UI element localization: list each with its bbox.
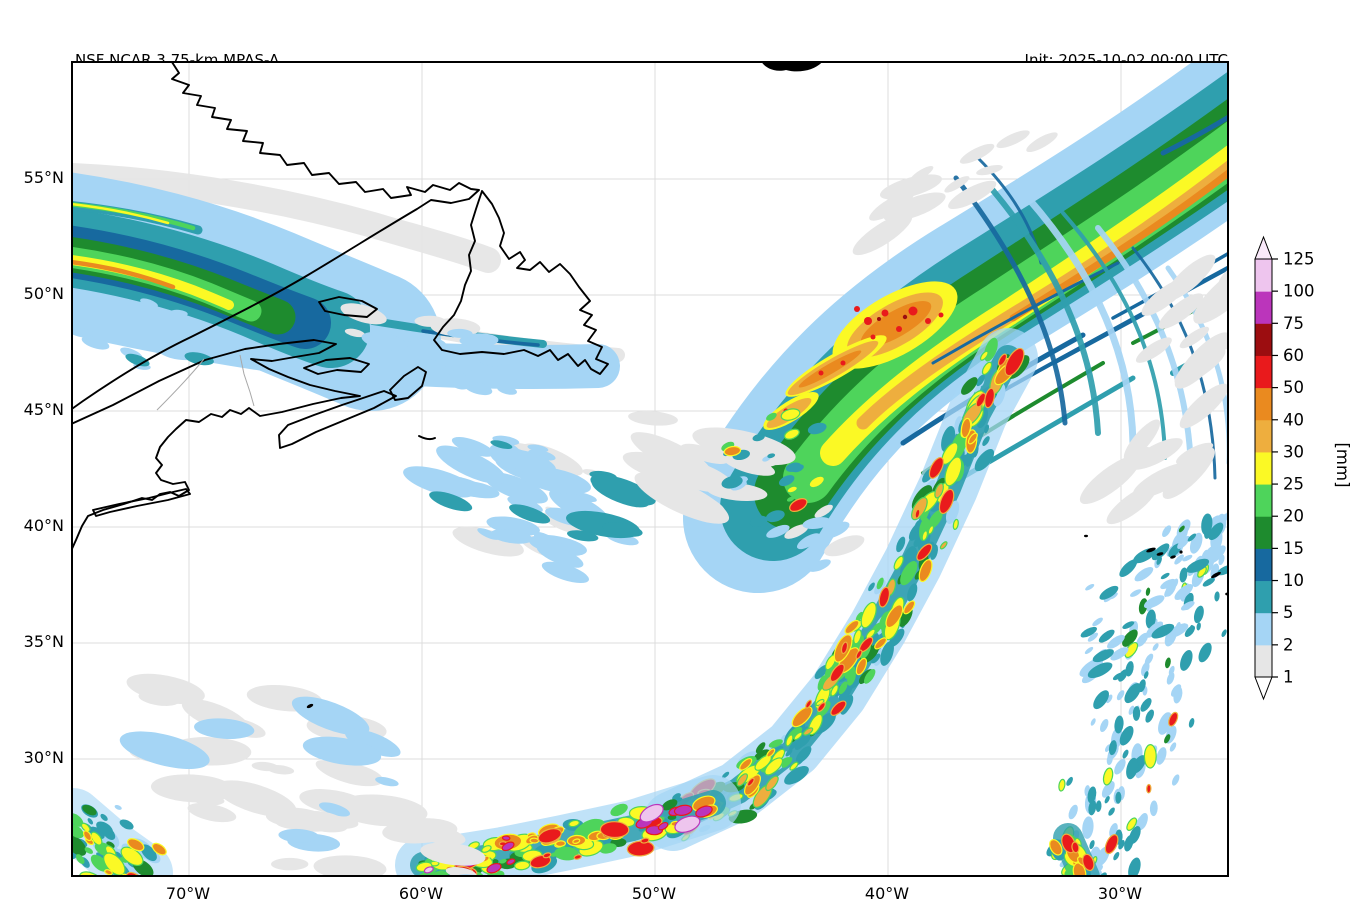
azores-island xyxy=(1225,592,1227,596)
colorbar-tick-label: 15 xyxy=(1283,539,1304,558)
x-tick-label: 40°W xyxy=(864,884,910,903)
azores-island xyxy=(1170,555,1176,559)
newfoundland-coast xyxy=(433,190,609,375)
colorbar-segment xyxy=(1255,291,1272,324)
precip-field-blobs xyxy=(1135,254,1227,389)
precip-field-blobs xyxy=(340,303,499,351)
heavy-rain-cells xyxy=(783,306,944,414)
x-tick-label: 30°W xyxy=(1097,884,1143,903)
azores-island xyxy=(1179,550,1183,554)
x-tick-label: 60°W xyxy=(398,884,444,903)
colorbar-segment xyxy=(1255,259,1272,292)
colorbar-segment xyxy=(1255,516,1272,549)
x-tick-label: 50°W xyxy=(631,884,677,903)
colorbar-segment xyxy=(1255,580,1272,614)
precip-field-blobs xyxy=(78,297,231,370)
precip-field-blobs xyxy=(766,504,865,572)
speckle-precip-fields xyxy=(73,130,1227,875)
colorbar-tick-label: 60 xyxy=(1283,346,1304,365)
colorbar-tick-label: 1 xyxy=(1283,668,1294,687)
y-tick-label: 30°N xyxy=(23,748,64,767)
colorbar-outline xyxy=(1254,258,1273,678)
colorbar-tick-label: 50 xyxy=(1283,378,1304,397)
nova-scotia xyxy=(278,390,397,449)
cape-breton-island xyxy=(389,366,427,401)
y-tick-label: 40°N xyxy=(23,516,64,535)
colorbar-under-arrow xyxy=(1254,676,1273,701)
colorbar-segment xyxy=(1255,644,1272,678)
greenland-tip xyxy=(762,63,822,72)
colorbar-tick-label: 10 xyxy=(1283,571,1304,590)
azores-island xyxy=(1211,571,1221,579)
coastlines xyxy=(73,63,609,549)
anticosti-island xyxy=(318,296,378,318)
colorbar-tick-label: 125 xyxy=(1283,250,1315,269)
colorbar-segment xyxy=(1255,419,1272,453)
colorbar-tick-label: 75 xyxy=(1283,314,1304,333)
colorbar-tick-label: 5 xyxy=(1283,603,1294,622)
colorbar-segment xyxy=(1255,323,1272,356)
y-tick-label: 45°N xyxy=(23,400,64,419)
bermuda-island xyxy=(306,703,314,709)
map-panel xyxy=(71,61,1229,877)
precip-field-band xyxy=(643,328,1038,851)
precip-field-blobs xyxy=(1079,533,1227,684)
precip-field-band xyxy=(1049,823,1100,875)
maine-border-west xyxy=(156,358,205,411)
x-tick-label: 70°W xyxy=(165,884,211,903)
colorbar-tick-label: 25 xyxy=(1283,475,1304,494)
colorbar-segment xyxy=(1255,548,1272,582)
azores-island xyxy=(1156,552,1164,556)
colorbar-tick-label: 2 xyxy=(1283,635,1294,654)
labrador-quebec-coast xyxy=(73,63,480,410)
colorbar-segment xyxy=(1255,484,1272,517)
precip-field-blobs xyxy=(265,807,501,875)
maine-border-east xyxy=(239,354,255,407)
colorbar-segment xyxy=(1255,451,1272,485)
precip-field-blobs xyxy=(426,354,535,396)
long-island xyxy=(92,488,191,517)
map-canvas xyxy=(73,63,1227,875)
precip-field-blobs xyxy=(721,408,827,527)
state-borders xyxy=(156,354,255,411)
gaspe-newbrunswick-newengland-coast xyxy=(73,339,361,549)
small-islands xyxy=(306,63,1227,709)
precip-field-blobs xyxy=(403,435,656,584)
y-tick-label: 35°N xyxy=(23,632,64,651)
colorbar-segment xyxy=(1255,387,1272,421)
precip-field-band xyxy=(73,788,173,875)
colorbar-tick-label: 40 xyxy=(1283,410,1304,429)
y-tick-label: 50°N xyxy=(23,284,64,303)
colorbar-segment xyxy=(1255,355,1272,389)
colorbar-tick-label: 20 xyxy=(1283,507,1304,526)
precip-field-blobs xyxy=(852,130,1058,256)
precip-field-blobs xyxy=(1079,383,1227,525)
azores-island xyxy=(1146,547,1156,553)
colorbar-units-label: [mm] xyxy=(1333,442,1352,487)
colorbar-over-arrow xyxy=(1254,235,1273,260)
colorbar-tick-label: 30 xyxy=(1283,442,1304,461)
sable-island xyxy=(418,435,436,440)
colorbar-tick-label: 100 xyxy=(1283,282,1315,301)
precip-band-quebec xyxy=(73,162,625,411)
y-tick-label: 55°N xyxy=(23,168,64,187)
prince-edward-island xyxy=(303,357,370,375)
colorbar-segment xyxy=(1255,612,1272,646)
azores-island xyxy=(1084,534,1088,538)
